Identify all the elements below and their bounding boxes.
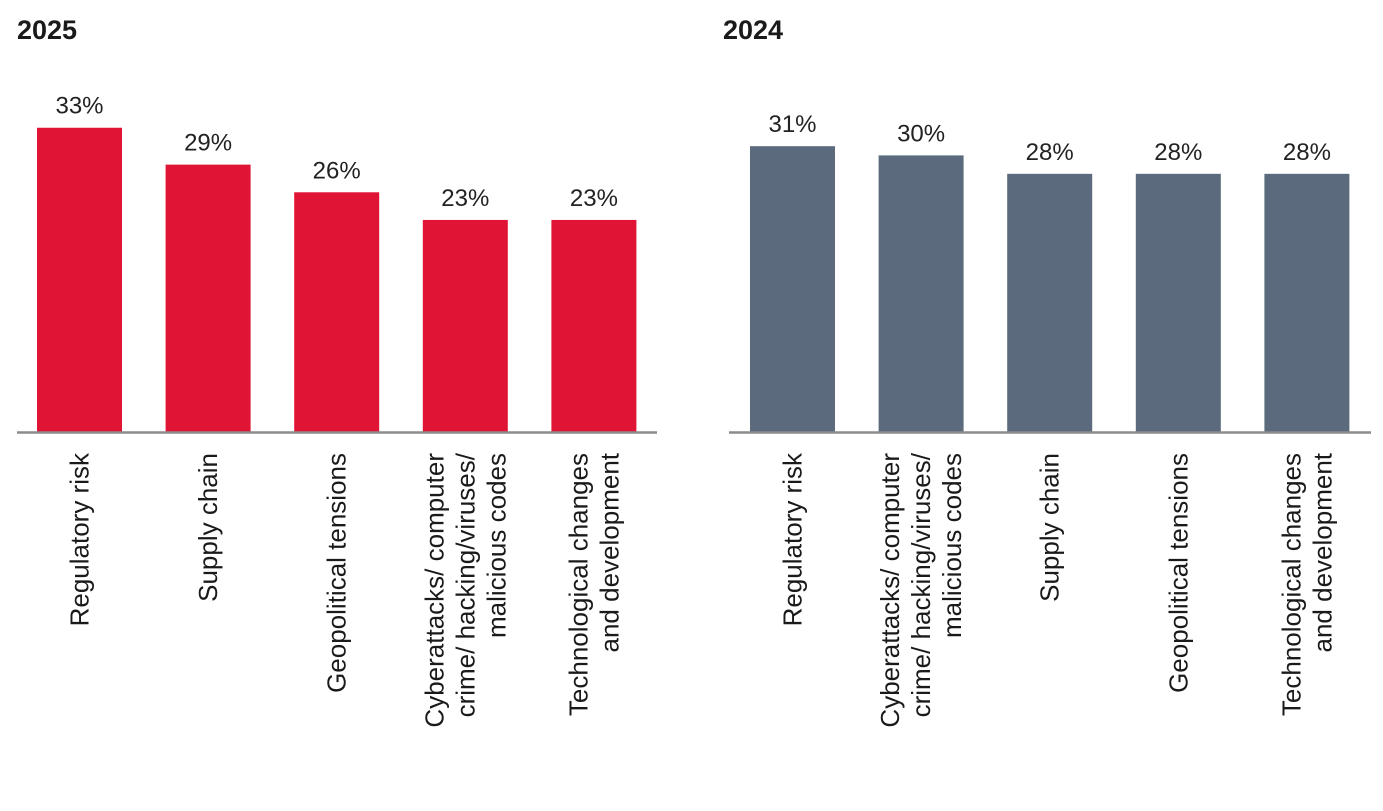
value-label: 33% — [55, 93, 103, 120]
category-label-line: Technological changes — [1276, 453, 1306, 716]
category-label-line: crime/ hacking/viruses/ — [906, 452, 936, 717]
bar — [1264, 173, 1350, 432]
chart-2024: 2024 31% Regulatory risk 30% Cyberattacks/ c… — [723, 15, 1371, 728]
value-label: 31% — [768, 111, 816, 138]
bar — [750, 146, 835, 432]
category-label-line: Regulatory risk — [65, 452, 95, 626]
category-label: Technological changesand development — [1276, 452, 1337, 716]
value-label: 30% — [897, 120, 945, 147]
value-label: 26% — [313, 157, 361, 184]
category-label: Geopolitical tensions — [322, 453, 352, 693]
category-label: Regulatory risk — [778, 452, 808, 626]
category-label-line: Technological changes — [563, 453, 593, 716]
chart-title: 2025 — [17, 15, 77, 45]
category-label: Supply chain — [193, 453, 223, 602]
category-label: Cyberattacks/ computercrime/ hacking/vir… — [875, 452, 967, 727]
category-label-line: Geopolitical tensions — [1163, 453, 1193, 693]
category-label-line: malicious codes — [937, 453, 967, 638]
chart-title: 2024 — [723, 15, 783, 45]
category-label-line: Regulatory risk — [778, 452, 808, 626]
bar — [1135, 173, 1221, 432]
bar — [878, 155, 964, 432]
value-label: 23% — [441, 185, 489, 212]
category-label: Regulatory risk — [65, 452, 95, 626]
category-label: Supply chain — [1035, 453, 1065, 602]
category-label-line: Supply chain — [1035, 453, 1065, 602]
value-label: 28% — [1154, 139, 1202, 166]
bar — [551, 219, 637, 432]
category-label: Technological changesand development — [563, 452, 624, 716]
bar — [1007, 173, 1093, 432]
bar — [422, 219, 508, 432]
category-label-line: Geopolitical tensions — [322, 453, 352, 693]
bar — [294, 192, 380, 432]
bar — [37, 127, 122, 433]
category-label-line: crime/ hacking/viruses/ — [450, 452, 480, 717]
category-label-line: and development — [594, 452, 624, 652]
category-label-line: Supply chain — [193, 453, 223, 602]
category-label: Cyberattacks/ computercrime/ hacking/vir… — [419, 452, 511, 727]
chart-2025: 2025 33% Regulatory risk 29% Supply chain 26%… — [17, 15, 657, 728]
category-label-line: Cyberattacks/ computer — [875, 453, 905, 728]
category-label-line: and development — [1307, 452, 1337, 652]
value-label: 28% — [1026, 139, 1074, 166]
category-label: Geopolitical tensions — [1163, 453, 1193, 693]
value-label: 29% — [184, 130, 232, 157]
category-label-line: Cyberattacks/ computer — [419, 453, 449, 728]
category-label-line: malicious codes — [481, 453, 511, 638]
bar — [165, 164, 251, 432]
value-label: 28% — [1283, 139, 1331, 166]
value-label: 23% — [570, 185, 618, 212]
